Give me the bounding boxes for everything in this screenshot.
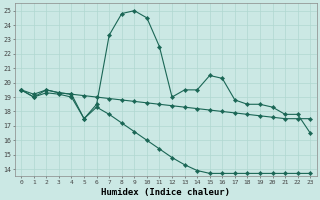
X-axis label: Humidex (Indice chaleur): Humidex (Indice chaleur) (101, 188, 230, 197)
